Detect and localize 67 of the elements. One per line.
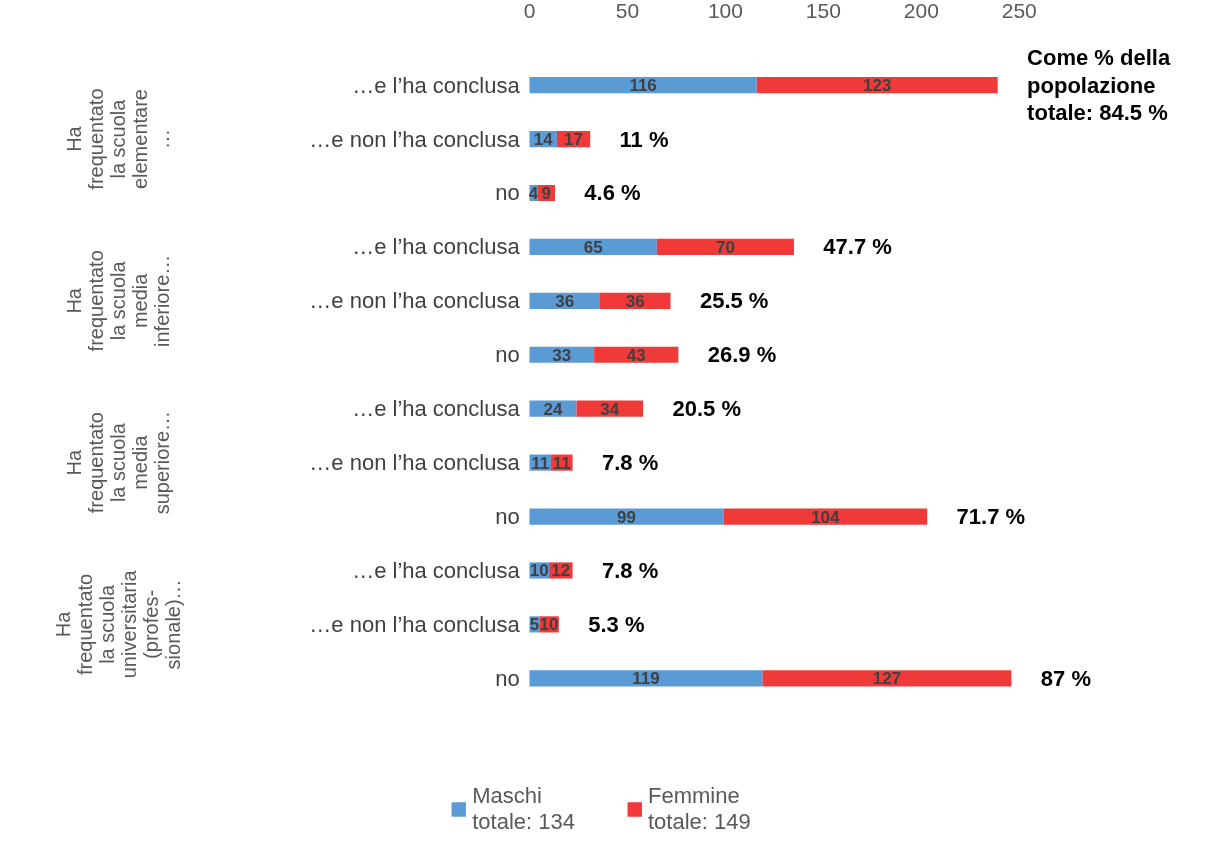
y-tick-label: no <box>495 180 520 206</box>
annotation: 47.7 % <box>823 234 892 260</box>
y-tick-label: …e l’ha conclusa <box>352 396 521 422</box>
bar <box>656 238 794 255</box>
data-label: 70 <box>715 237 735 257</box>
x-tick-label: 100 <box>707 0 743 22</box>
annotation: 7.8 % <box>601 450 659 476</box>
data-label: 99 <box>617 507 636 527</box>
text: Ha frequentato la scuola media inferiore… <box>63 250 174 352</box>
bar <box>756 77 998 94</box>
y-tick-label: …e non l’ha conclusa <box>309 126 521 152</box>
data-label: 12 <box>551 561 571 581</box>
bar <box>529 508 724 525</box>
annotation: 11 % <box>619 126 669 152</box>
data-label: 65 <box>583 237 603 257</box>
data-label: 24 <box>543 399 563 419</box>
y-tick-label: …e non l’ha conclusa <box>309 450 521 476</box>
data-label: 36 <box>625 291 645 311</box>
data-label: 10 <box>529 561 549 581</box>
annotation: 71.7 % <box>956 504 1026 530</box>
x-tick-label: 150 <box>805 0 841 22</box>
annotation: 25.5 % <box>699 288 769 314</box>
data-label: 116 <box>629 76 657 96</box>
data-label: 11 <box>552 453 571 473</box>
data-label: 14 <box>533 130 554 150</box>
data-label: 34 <box>600 399 620 419</box>
bar <box>723 508 928 525</box>
data-label: 17 <box>564 130 584 150</box>
bar <box>762 670 1012 687</box>
annotation: 20.5 % <box>672 396 741 422</box>
text: 87 % <box>1040 665 1091 691</box>
y-tick-label: no <box>495 504 520 530</box>
bar <box>529 238 657 255</box>
data-label: 119 <box>632 669 660 689</box>
data-label: 36 <box>555 291 575 311</box>
annotation: 7.8 % <box>601 557 659 583</box>
data-label: 123 <box>863 76 892 96</box>
data-label: 5 <box>529 615 540 635</box>
text: Come % della popolazione totale: 84.5 % <box>1027 45 1171 126</box>
text: Ha frequentato la scuola universitaria (profes-sionale)… <box>52 569 185 679</box>
y-tick-label: …e non l’ha conclusa <box>309 611 521 637</box>
data-label: 33 <box>552 345 572 365</box>
annotation: 4.6 % <box>584 180 641 206</box>
data-label: 127 <box>872 669 902 689</box>
y-tick-label: …e l’ha conclusa <box>352 234 521 260</box>
legend-label: Maschi totale: 134 <box>472 783 575 835</box>
y-tick-label: …e l’ha conclusa <box>352 557 521 583</box>
annotation: 26.9 % <box>707 342 777 368</box>
bar <box>529 670 763 687</box>
text: Ha frequentato la scuola elementare … <box>63 88 174 190</box>
legend-label: Femmine totale: 149 <box>648 783 751 835</box>
text: Ha frequentato la scuola media superiore… <box>63 410 174 515</box>
annotation: 5.3 % <box>588 611 645 637</box>
x-tick-label: 0 <box>523 0 536 22</box>
data-label: 43 <box>626 345 646 365</box>
x-tick-label: 50 <box>615 0 640 22</box>
data-label: 11 <box>531 453 550 473</box>
y-tick-label: no <box>495 342 520 368</box>
data-label: 9 <box>541 183 551 203</box>
x-tick-label: 250 <box>1001 0 1037 22</box>
y-tick-label: …e non l’ha conclusa <box>309 288 521 314</box>
bar <box>529 77 757 94</box>
y-tick-label: no <box>495 665 520 691</box>
data-label: 10 <box>539 615 559 635</box>
data-label: 104 <box>811 507 841 527</box>
y-tick-label: …e l’ha conclusa <box>352 72 521 98</box>
x-tick-label: 200 <box>903 0 939 22</box>
